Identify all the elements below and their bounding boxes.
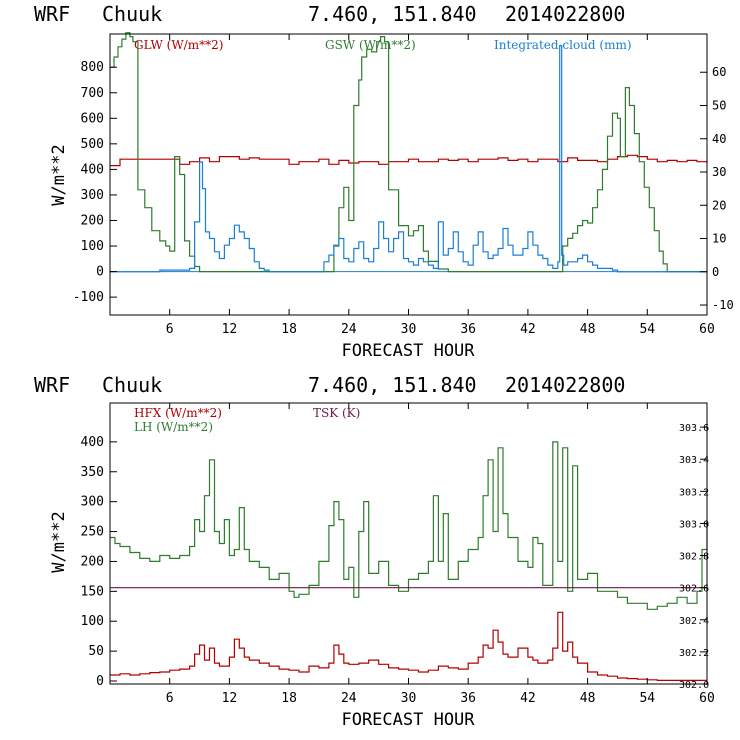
- x-tick-label: 60: [699, 691, 715, 706]
- y-tick-label: 300: [81, 188, 104, 203]
- y2-tick-label: 302.2: [679, 648, 709, 659]
- y2-tick-label: 50: [712, 98, 726, 112]
- y-tick-label: 250: [81, 525, 104, 540]
- y2-tick-label: 303.4: [679, 455, 709, 466]
- y2-tick-label: 30: [712, 165, 726, 179]
- chart2-y-axis-label: W/m**2: [49, 511, 69, 572]
- y2-tick-label: 302.6: [679, 584, 709, 595]
- y-tick-label: 0: [96, 265, 104, 280]
- y-tick-label: 500: [81, 137, 104, 152]
- x-tick-label: 36: [460, 322, 476, 337]
- y-tick-label: 100: [81, 614, 104, 629]
- y-tick-label: 700: [81, 86, 104, 101]
- x-tick-label: 12: [222, 322, 238, 337]
- x-tick-label: 54: [639, 322, 655, 337]
- chart2-model-label: WRF: [34, 373, 70, 397]
- chart1-x-axis-label: FORECAST HOUR: [341, 341, 475, 361]
- x-tick-label: 6: [166, 322, 174, 337]
- y-tick-label: 100: [81, 239, 104, 254]
- x-tick-label: 42: [520, 322, 536, 337]
- x-tick-label: 36: [460, 691, 476, 706]
- chart1-station-label: Chuuk: [102, 2, 162, 26]
- y-tick-label: 200: [81, 213, 104, 228]
- x-tick-label: 18: [281, 691, 297, 706]
- chart2-coords-label: 7.460, 151.840: [308, 373, 477, 397]
- x-tick-label: 48: [580, 691, 596, 706]
- y-tick-label: 300: [81, 495, 104, 510]
- y2-tick-label: 303.2: [679, 487, 709, 498]
- x-tick-label: 18: [281, 322, 297, 337]
- y2-tick-label: -10: [712, 298, 734, 312]
- x-tick-label: 30: [401, 691, 417, 706]
- x-tick-label: 42: [520, 691, 536, 706]
- y-tick-label: 150: [81, 584, 104, 599]
- x-tick-label: 60: [699, 322, 715, 337]
- chart2-axes: 6 12 18 24 30 36 42 48 54 60 0 50 100 150 200 250 300 350…: [81, 403, 715, 706]
- y2-tick-label: 20: [712, 198, 726, 212]
- chart1-y-axis-label: W/m**2: [49, 144, 69, 205]
- x-tick-label: 54: [639, 691, 655, 706]
- y-tick-label: 0: [96, 674, 104, 689]
- chart1-model-label: WRF: [34, 2, 70, 26]
- y2-tick-label: 303.0: [679, 519, 709, 530]
- chart2-legend-tsk: TSK (K): [313, 406, 360, 420]
- y-tick-label: 200: [81, 554, 104, 569]
- chart2-frame: [109, 402, 708, 685]
- chart1-series-1: [110, 32, 707, 273]
- y-tick-label: 350: [81, 465, 104, 480]
- x-tick-label: 48: [580, 322, 596, 337]
- y-tick-label: 50: [88, 644, 104, 659]
- chart1-axes: 6 12 18 24 30 36 42 48 54 60-10001002003004005006…: [73, 34, 734, 337]
- chart2-x-axis-label: FORECAST HOUR: [341, 710, 475, 730]
- y2-tick-label: 302.4: [679, 616, 709, 627]
- x-tick-label: 12: [222, 691, 238, 706]
- chart2-date-label: 2014022800: [505, 373, 625, 397]
- chart1-legend-cloud: Integrated cloud (mm): [494, 38, 632, 52]
- chart1-legend-gsw: GSW (W/m**2): [325, 38, 416, 52]
- y2-tick-label: 302.0: [679, 680, 709, 691]
- chart2-station-label: Chuuk: [102, 373, 162, 397]
- y-tick-label: 400: [81, 435, 104, 450]
- chart1-series-2: [110, 45, 707, 273]
- y2-tick-label: 10: [712, 232, 726, 246]
- x-tick-label: 24: [341, 691, 357, 706]
- y-tick-label: -100: [73, 290, 104, 305]
- chart1-coords-label: 7.460, 151.840: [308, 2, 477, 26]
- y-tick-label: 600: [81, 111, 104, 126]
- y2-tick-label: 303.6: [679, 423, 709, 434]
- chart1-plot-area: [110, 32, 708, 273]
- chart2-legend-lh: LH (W/m**2): [134, 420, 213, 434]
- chart2-series-1: [110, 441, 708, 610]
- y2-tick-label: 0: [712, 265, 719, 279]
- chart1-legend-glw: GLW (W/m**2): [134, 38, 223, 52]
- y2-tick-label: 302.8: [679, 552, 709, 563]
- x-tick-label: 6: [166, 691, 174, 706]
- y2-tick-label: 40: [712, 132, 726, 146]
- chart1-date-label: 2014022800: [505, 2, 625, 26]
- x-tick-label: 30: [401, 322, 417, 337]
- y-tick-label: 800: [81, 60, 104, 75]
- x-tick-label: 24: [341, 322, 357, 337]
- chart2-plot-area: [110, 441, 708, 681]
- y-tick-label: 400: [81, 162, 104, 177]
- chart2-legend-hfx: HFX (W/m**2): [134, 406, 222, 420]
- y2-tick-label: 60: [712, 65, 726, 79]
- chart2-series-0: [110, 611, 707, 681]
